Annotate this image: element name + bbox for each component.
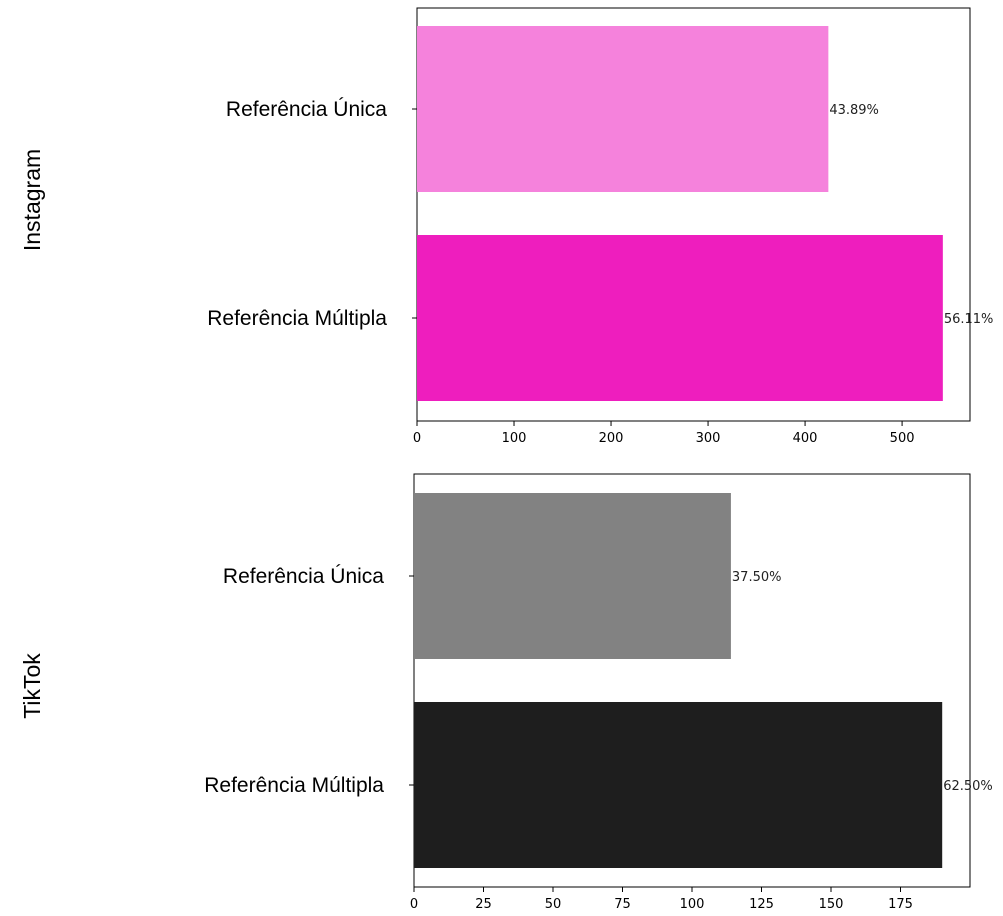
y-tick-label: Referência Múltipla bbox=[207, 307, 387, 330]
x-tick-label: 150 bbox=[819, 897, 844, 912]
y-axis-ticks: Referência Única Referência Múltipla bbox=[204, 565, 414, 797]
x-tick-label: 50 bbox=[545, 897, 562, 912]
bar bbox=[414, 702, 943, 868]
instagram-panel: Instagram 43.89%56.11% 0 100 200 300 400 500 … bbox=[19, 7, 993, 446]
data-label: 62.50% bbox=[943, 779, 993, 794]
tiktok-panel: TikTok 37.50%62.50% 0 25 50 75 100 125 150 175 … bbox=[19, 473, 993, 912]
x-tick-label: 25 bbox=[475, 897, 492, 912]
x-tick-label: 100 bbox=[502, 431, 527, 446]
y-tick-label: Referência Única bbox=[226, 98, 387, 121]
bar bbox=[414, 493, 731, 659]
x-tick-label: 100 bbox=[680, 897, 705, 912]
x-tick-label: 0 bbox=[413, 431, 421, 446]
x-tick-label: 175 bbox=[888, 897, 913, 912]
x-axis-ticks: 0 25 50 75 100 125 150 175 bbox=[410, 887, 913, 912]
y-axis-ticks: Referência Única Referência Múltipla bbox=[207, 98, 417, 330]
y-tick-label: Referência Única bbox=[223, 565, 384, 588]
x-tick-label: 0 bbox=[410, 897, 418, 912]
x-tick-label: 500 bbox=[890, 431, 915, 446]
data-label: 43.89% bbox=[829, 103, 879, 118]
x-tick-label: 125 bbox=[749, 897, 774, 912]
bars: 43.89% 56.11% bbox=[417, 26, 993, 401]
bar bbox=[417, 235, 943, 401]
plot-frame bbox=[416, 7, 971, 422]
x-axis-ticks: 0 100 200 300 400 500 bbox=[413, 421, 915, 446]
data-label: 37.50% bbox=[732, 570, 782, 585]
data-label: 56.11% bbox=[944, 312, 994, 327]
y-tick-label: Referência Múltipla bbox=[204, 774, 384, 797]
x-tick-label: 200 bbox=[599, 431, 624, 446]
bars: 37.50% 62.50% bbox=[414, 493, 993, 868]
x-tick-label: 400 bbox=[793, 431, 818, 446]
x-tick-label: 300 bbox=[696, 431, 721, 446]
x-tick-label: 75 bbox=[614, 897, 631, 912]
row-label-instagram: Instagram bbox=[19, 149, 45, 251]
bar bbox=[417, 26, 829, 192]
row-label-tiktok: TikTok bbox=[19, 653, 45, 719]
